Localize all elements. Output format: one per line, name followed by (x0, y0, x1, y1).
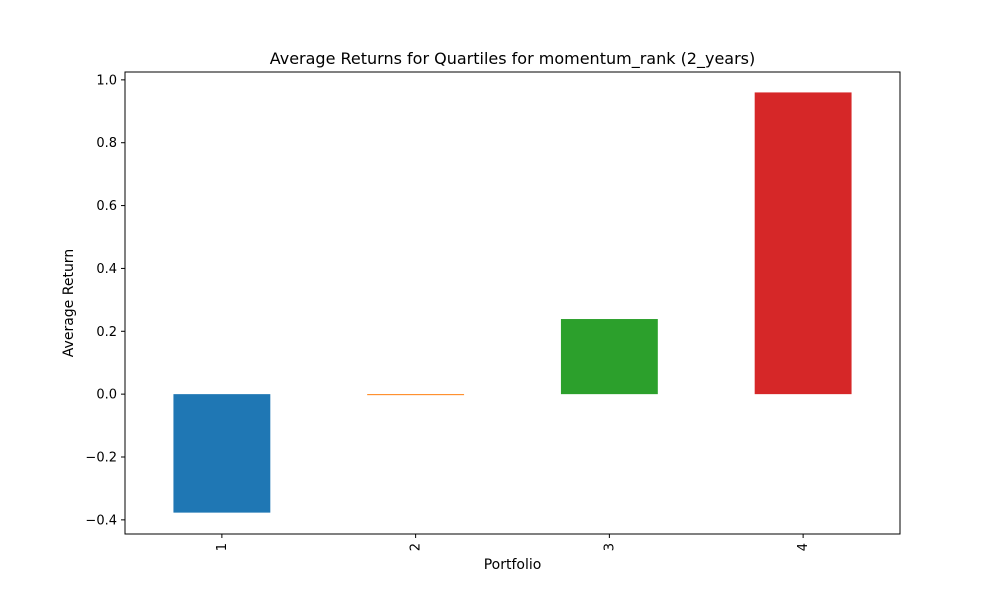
bar-portfolio-2 (367, 394, 465, 396)
y-axis-label: Average Return (61, 249, 77, 357)
bar-portfolio-3 (560, 319, 658, 395)
bar-portfolio-4 (754, 92, 852, 395)
x-tick-label: 2 (409, 543, 424, 551)
axes-frame (124, 71, 901, 535)
x-tick-label: 4 (796, 543, 811, 551)
y-tick-label: 0.6 (96, 199, 117, 214)
y-tick-label: 0.2 (96, 325, 117, 340)
y-tick-label: −0.4 (85, 513, 117, 528)
y-tick-label: 0.4 (96, 262, 117, 277)
y-tick-label: 0.0 (96, 388, 117, 403)
y-tick-label: 1.0 (96, 73, 117, 88)
y-tick-label: 0.8 (96, 136, 117, 151)
x-axis-label: Portfolio (484, 557, 542, 573)
chart-title: Average Returns for Quartiles for moment… (270, 49, 756, 69)
plot-area: −0.4 −0.2 0.0 0.2 0.4 0.6 0.8 1.0 1 2 3 4 (85, 71, 901, 551)
x-tick-label: 1 (215, 543, 230, 551)
bar-portfolio-1 (173, 394, 271, 513)
x-tick-label: 3 (602, 543, 617, 551)
y-tick-label: −0.2 (85, 451, 117, 466)
